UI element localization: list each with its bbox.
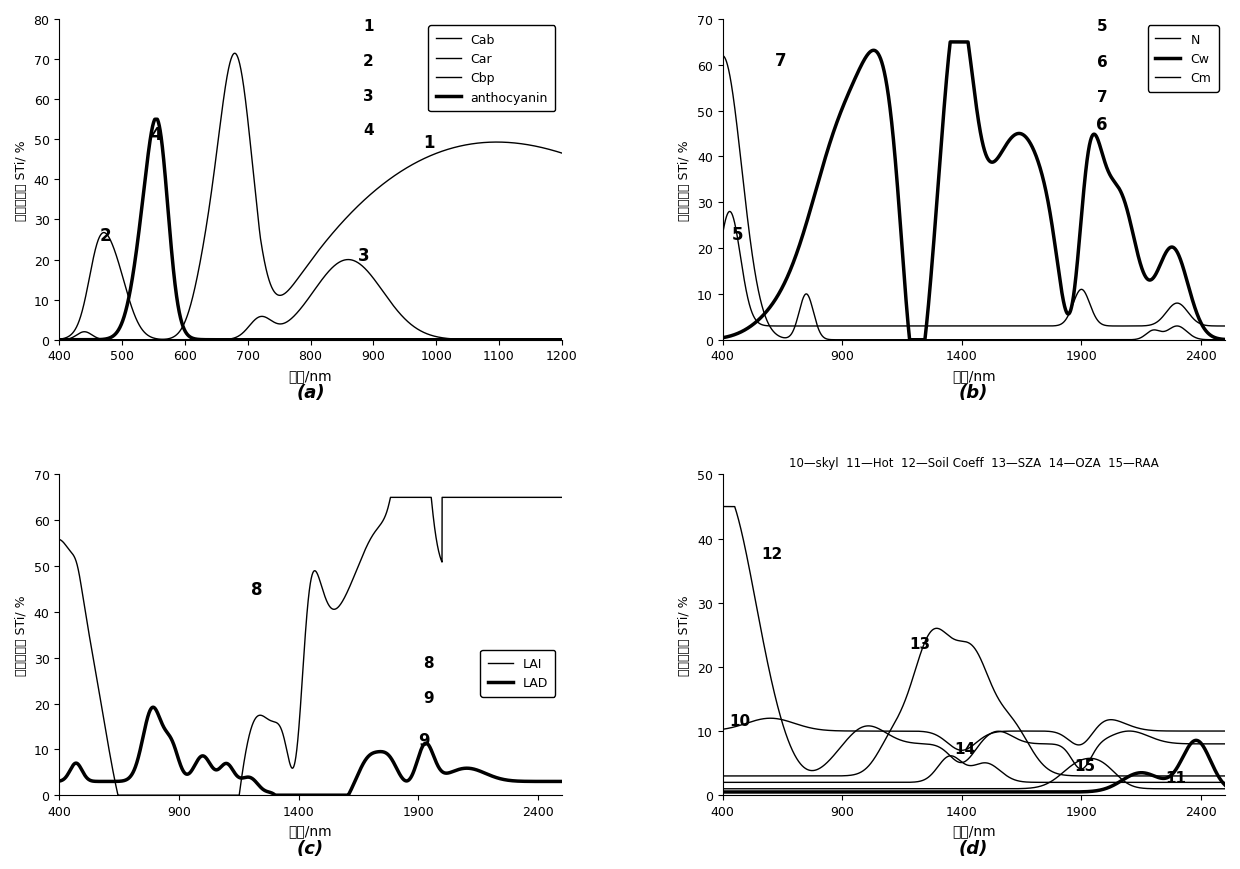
Text: 5: 5 [732, 226, 744, 243]
X-axis label: 波长/nm: 波长/nm [952, 368, 996, 382]
Text: (b): (b) [959, 384, 988, 402]
Text: 14: 14 [955, 741, 976, 757]
Text: 13: 13 [909, 636, 930, 651]
Text: 11: 11 [1166, 771, 1187, 786]
Text: 9: 9 [418, 731, 430, 749]
Title: 10—skyl  11—Hot  12—Soil Coeff  13—SZA  14—OZA  15—RAA: 10—skyl 11—Hot 12—Soil Coeff 13—SZA 14—O… [789, 456, 1158, 469]
Text: 3: 3 [363, 89, 373, 103]
Y-axis label: 总体敏感度 STi/ %: 总体敏感度 STi/ % [678, 140, 691, 221]
Text: 8: 8 [423, 655, 434, 670]
Text: (d): (d) [959, 839, 988, 857]
Text: 2: 2 [363, 54, 373, 69]
Text: 12: 12 [761, 547, 782, 561]
Text: 7: 7 [1096, 90, 1107, 104]
Text: (c): (c) [296, 839, 324, 857]
Text: 15: 15 [1074, 758, 1095, 773]
Text: 1: 1 [424, 134, 435, 152]
X-axis label: 波长/nm: 波长/nm [289, 824, 332, 838]
Y-axis label: 总体敏感度 STi/ %: 总体敏感度 STi/ % [15, 140, 29, 221]
Text: 6: 6 [1096, 116, 1107, 134]
Text: 8: 8 [250, 580, 262, 598]
Legend: N, Cw, Cm: N, Cw, Cm [1148, 26, 1219, 93]
Text: 2: 2 [100, 226, 112, 244]
Text: 4: 4 [363, 123, 373, 138]
Legend: LAI, LAD: LAI, LAD [480, 650, 556, 697]
Text: 5: 5 [1096, 19, 1107, 34]
Text: 7: 7 [775, 52, 787, 70]
Text: 6: 6 [1096, 55, 1107, 70]
Y-axis label: 总体敏感度 STi/ %: 总体敏感度 STi/ % [15, 594, 29, 675]
Text: 4: 4 [150, 126, 162, 144]
Text: 10: 10 [729, 713, 751, 728]
X-axis label: 波长/nm: 波长/nm [952, 824, 996, 838]
Text: 1: 1 [363, 19, 373, 34]
Text: 3: 3 [357, 246, 370, 264]
Legend: Cab, Car, Cbp, anthocyanin: Cab, Car, Cbp, anthocyanin [428, 26, 556, 112]
Text: 9: 9 [423, 690, 434, 706]
Y-axis label: 总体敏感度 STi/ %: 总体敏感度 STi/ % [678, 594, 691, 675]
X-axis label: 波长/nm: 波长/nm [289, 368, 332, 382]
Text: (a): (a) [296, 384, 325, 402]
